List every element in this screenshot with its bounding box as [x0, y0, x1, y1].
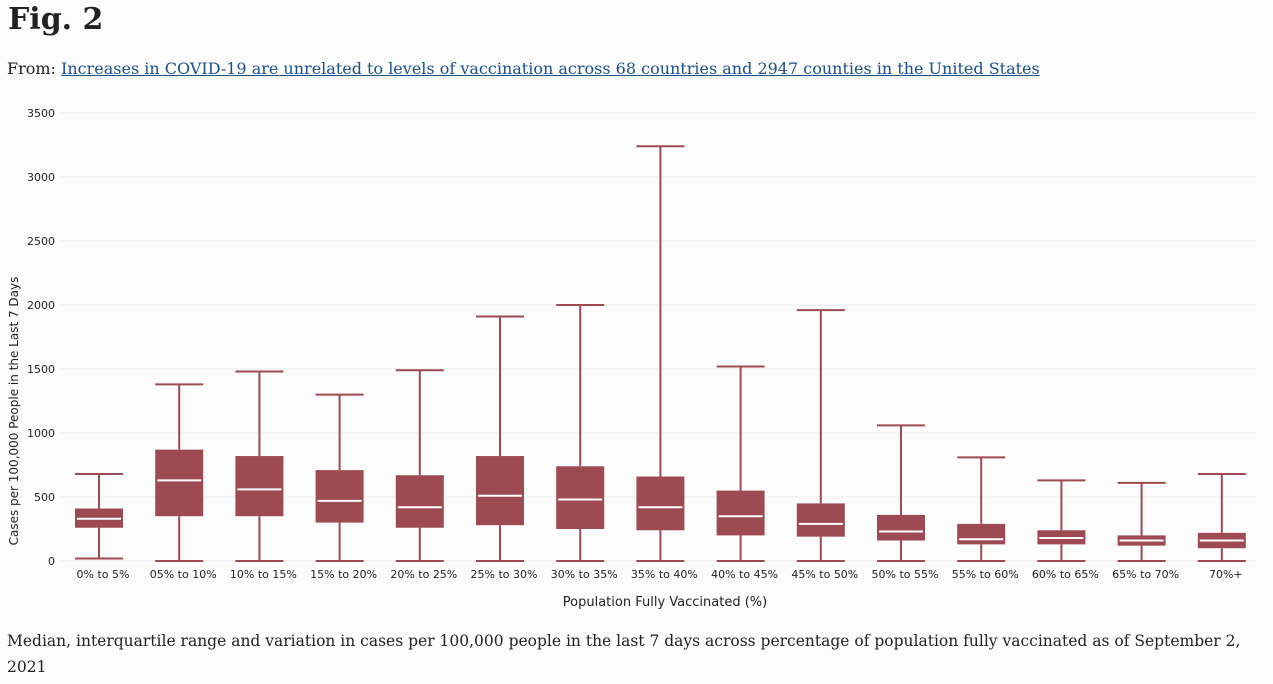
y-tick-label: 0 — [48, 555, 55, 568]
x-tick-label: 65% to 70% — [1112, 568, 1179, 581]
figure-title: Fig. 2 — [8, 2, 104, 37]
y-tick-label: 500 — [34, 491, 55, 504]
x-tick-label: 10% to 15% — [230, 568, 297, 581]
iqr-box — [877, 514, 925, 541]
x-axis-ticks: 0% to 5% 05% to 10% 10% to 15% 15% to 20% 20… — [77, 568, 1243, 581]
x-tick-label: 30% to 35% — [551, 568, 618, 581]
iqr-box — [957, 523, 1006, 545]
box-group — [1117, 481, 1166, 562]
x-tick-label: 0% to 5% — [77, 568, 130, 581]
x-tick-label: 45% to 50% — [791, 568, 858, 581]
y-tick-label: 3000 — [27, 171, 55, 184]
iqr-box — [556, 466, 605, 529]
x-tick-label: 40% to 45% — [711, 568, 778, 581]
box-group — [315, 393, 364, 562]
y-tick-label: 2000 — [27, 299, 55, 312]
box-group — [636, 145, 685, 562]
y-tick-label: 1500 — [27, 363, 55, 376]
box-group — [796, 309, 845, 562]
box-group — [716, 365, 765, 562]
iqr-box — [796, 503, 845, 537]
boxes — [75, 145, 1246, 562]
y-axis-ticks: 0 500 1000 1500 2000 2500 3000 3500 — [27, 107, 55, 568]
x-tick-label: 70%+ — [1209, 568, 1243, 581]
x-axis-label: Population Fully Vaccinated (%) — [563, 595, 767, 610]
box-group — [957, 456, 1006, 562]
source-line: From: Increases in COVID-19 are unrelate… — [7, 58, 1040, 80]
iqr-box — [395, 475, 444, 528]
y-tick-label: 3500 — [27, 107, 55, 120]
iqr-box — [476, 456, 524, 526]
x-tick-label: 15% to 20% — [310, 568, 377, 581]
x-tick-label: 60% to 65% — [1032, 568, 1099, 581]
box-group — [155, 383, 204, 562]
box-group — [556, 304, 605, 562]
box-group — [877, 424, 925, 562]
y-tick-label: 1000 — [27, 427, 55, 440]
box-group — [1197, 472, 1246, 562]
iqr-box — [636, 476, 685, 531]
x-tick-label: 25% to 30% — [471, 568, 538, 581]
figure-caption: Median, interquartile range and variatio… — [7, 632, 1241, 676]
iqr-box — [716, 490, 765, 536]
iqr-box — [155, 449, 204, 517]
iqr-box — [235, 456, 284, 517]
y-axis-label: Cases per 100,000 People in the Last 7 D… — [7, 277, 21, 546]
x-tick-label: 50% to 55% — [872, 568, 939, 581]
x-tick-label: 55% to 60% — [952, 568, 1019, 581]
x-tick-label: 35% to 40% — [631, 568, 698, 581]
y-tick-label: 2500 — [27, 235, 55, 248]
box-group — [476, 315, 524, 562]
iqr-box — [315, 470, 364, 523]
box-group — [1037, 479, 1086, 562]
box-group — [235, 370, 284, 562]
from-label: From: — [7, 59, 62, 78]
box-group — [75, 472, 123, 560]
box-group — [395, 369, 444, 562]
source-article-link[interactable]: Increases in COVID-19 are unrelated to l… — [61, 59, 1040, 78]
boxplot-chart: 0 500 1000 1500 2000 2500 3000 3500 0% to 5% 05%… — [7, 107, 1255, 610]
x-tick-label: 20% to 25% — [390, 568, 457, 581]
x-tick-label: 05% to 10% — [150, 568, 217, 581]
